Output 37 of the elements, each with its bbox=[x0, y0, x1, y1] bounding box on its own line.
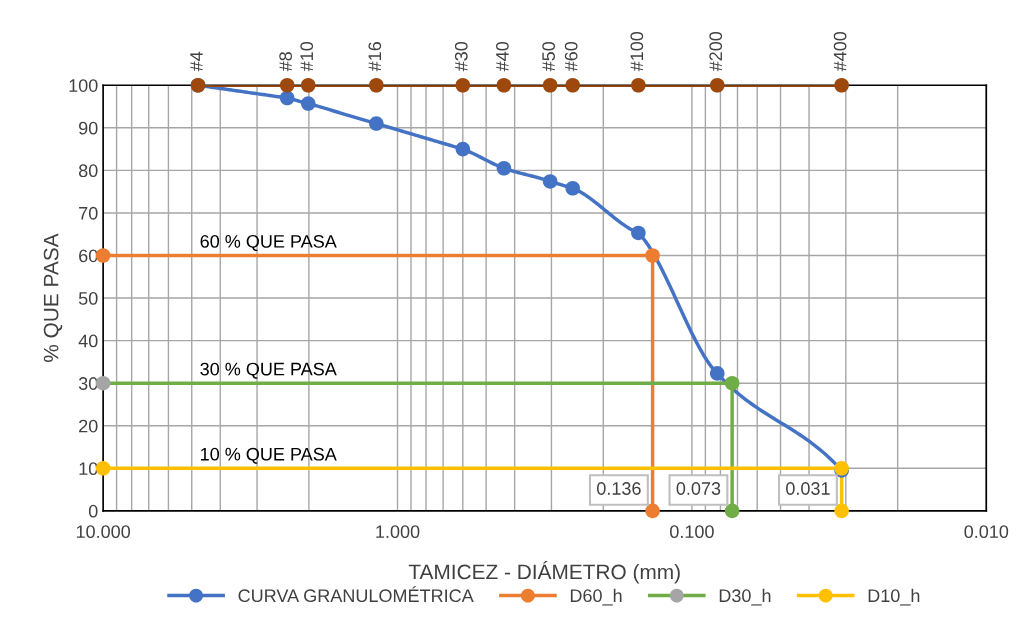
y-tick-label: 80 bbox=[78, 164, 98, 178]
annotation: #50 bbox=[542, 41, 556, 72]
annotation: 0.136 bbox=[597, 482, 641, 495]
y-tick-label: 60 bbox=[79, 249, 98, 263]
y-tick-label: 70 bbox=[79, 206, 98, 220]
annotation: #4 bbox=[190, 51, 203, 72]
y-tick-label: 100 bbox=[69, 79, 98, 92]
annotation: #200 bbox=[709, 31, 723, 72]
y-tick-label: 40 bbox=[78, 334, 98, 348]
y-tick-label: 30 bbox=[78, 377, 98, 390]
annotation: #60 bbox=[564, 41, 578, 72]
y-tick-label: 0 bbox=[88, 504, 98, 518]
annotation: #100 bbox=[630, 31, 644, 72]
annotation: 60 % QUE PASA bbox=[200, 234, 337, 251]
y-tick-label: 20 bbox=[79, 419, 98, 433]
x-tick-label: 1.000 bbox=[376, 525, 420, 539]
y-tick-label: 90 bbox=[79, 121, 98, 135]
legend-label: D60_h bbox=[570, 588, 622, 606]
legend-label: D30_h bbox=[719, 588, 771, 606]
annotation: #10 bbox=[300, 41, 314, 72]
x-axis-title: TAMICEZ - DIÁMETRO (mm) bbox=[408, 561, 680, 584]
x-tick-label: 0.010 bbox=[964, 525, 1009, 539]
annotation: 0.073 bbox=[676, 482, 721, 495]
annotation: #8 bbox=[279, 52, 293, 72]
annotation: 10 % QUE PASA bbox=[201, 447, 337, 464]
legend-label: CURVA GRANULOMÉTRICA bbox=[238, 586, 474, 603]
annotation: 30 % QUE PASA bbox=[200, 362, 337, 379]
annotation: #30 bbox=[454, 41, 468, 72]
annotation: #400 bbox=[833, 31, 847, 72]
x-tick-label: 0.100 bbox=[670, 525, 714, 539]
annotation: #16 bbox=[368, 42, 382, 72]
x-tick-label: 10.000 bbox=[76, 525, 131, 539]
annotation: #40 bbox=[496, 41, 509, 72]
y-axis-title: % QUE PASA bbox=[43, 233, 63, 362]
y-tick-label: 50 bbox=[78, 292, 98, 305]
legend-label: D10_h bbox=[868, 588, 920, 606]
annotation: 0.031 bbox=[786, 482, 830, 495]
